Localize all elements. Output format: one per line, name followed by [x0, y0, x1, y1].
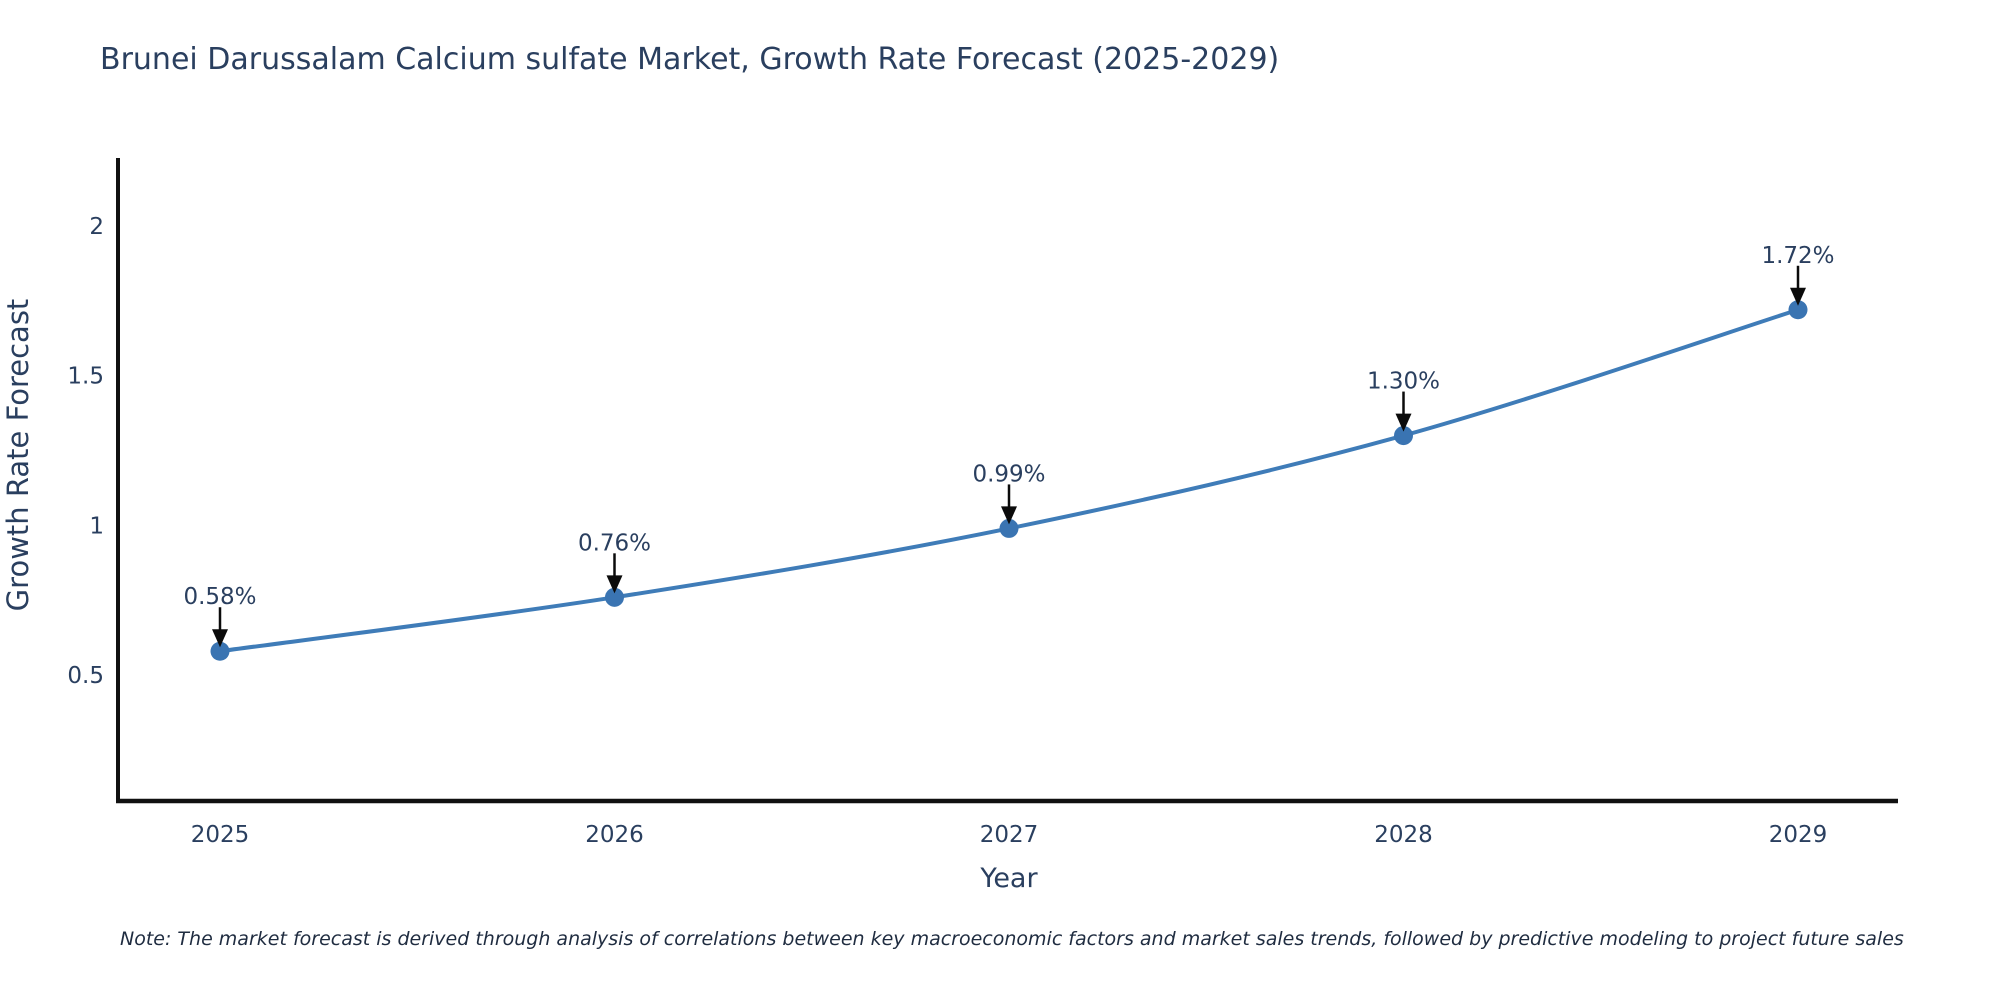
y-tick-label: 2 [89, 214, 104, 240]
note-text: Note: The market forecast is derived thr… [120, 928, 1904, 950]
data-point-marker [1788, 300, 1808, 320]
y-axis-title: Growth Rate Forecast [1, 299, 35, 612]
y-tick-label: 0.5 [67, 663, 104, 689]
data-point-marker [210, 641, 230, 661]
point-value-label: 0.58% [183, 584, 256, 610]
annotations-layer: 0.58% 0.76% 0.99% 1.30% 1.72% [183, 243, 1835, 648]
point-value-label: 1.72% [1761, 243, 1834, 269]
series-layer [210, 300, 1808, 661]
x-tick-label: 2028 [1374, 822, 1433, 848]
annotation-arrowhead [606, 575, 623, 594]
data-point-marker [999, 518, 1019, 538]
point-value-label: 0.99% [972, 461, 1045, 487]
annotation-arrowhead [1395, 413, 1412, 432]
chart-title: Brunei Darussalam Calcium sulfate Market… [100, 42, 1280, 77]
data-point-marker [605, 587, 624, 607]
y-tick-label: 1.5 [67, 364, 104, 390]
y-tick-label: 1 [89, 513, 104, 539]
annotation-arrowhead [212, 629, 228, 648]
point-value-label: 0.76% [578, 530, 651, 556]
x-tick-label: 2026 [585, 822, 644, 848]
data-point-marker [1394, 426, 1413, 446]
x-tick-label: 2029 [1769, 822, 1828, 848]
ticks-layer: 0.5 1 1.5 2 2025 2026 2027 2028 2029 [67, 214, 1827, 848]
annotation-arrowhead [1790, 287, 1806, 306]
point-value-label: 1.30% [1367, 369, 1440, 395]
x-axis-title: Year [979, 863, 1038, 894]
annotation-arrowhead [1001, 506, 1017, 525]
x-tick-label: 2025 [191, 822, 250, 848]
x-tick-label: 2027 [980, 822, 1039, 848]
